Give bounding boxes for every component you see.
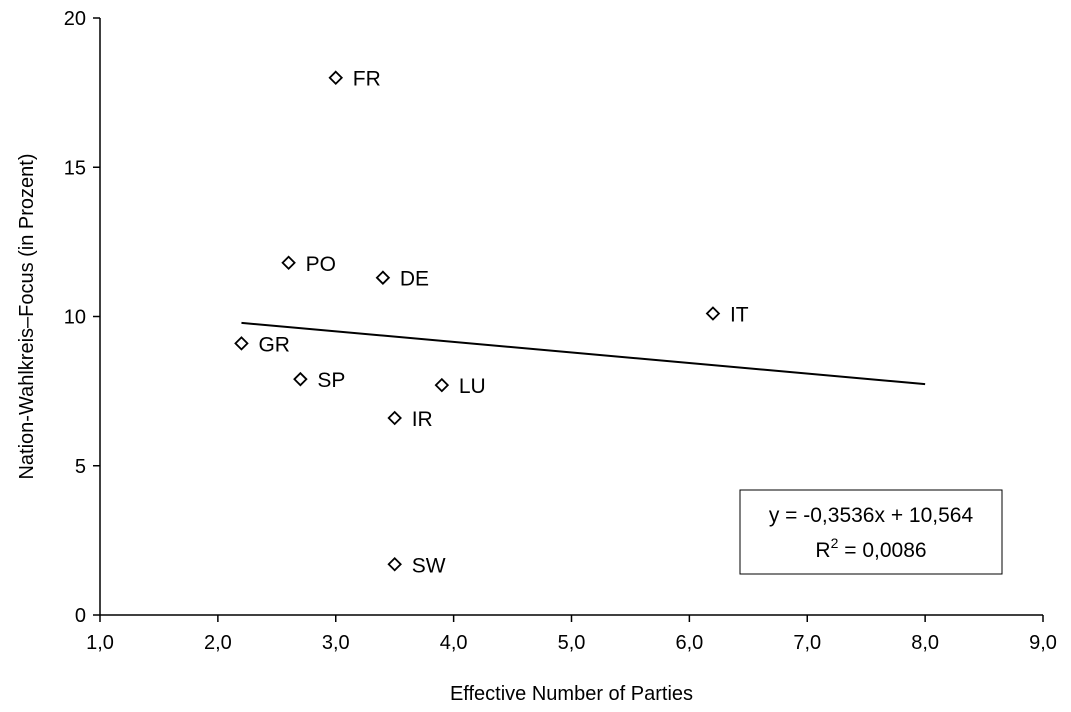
r-squared-symbol: R (815, 539, 830, 562)
trendline-equation-box: y = -0,3536x + 10,564 R2 = 0,0086 (739, 489, 1003, 575)
x-axis-ticks: 1,0 2,0 3,0 4,0 5,0 6,0 7,0 8,0 9,0 (86, 615, 1057, 654)
data-point-label: LU (459, 375, 486, 398)
x-tick-label: 6,0 (675, 632, 703, 654)
data-point-label: DE (400, 268, 429, 291)
data-point-label: SW (412, 554, 446, 577)
data-point-label: IR (412, 408, 433, 431)
data-points: FR PO DE IT GR SP LU IR SW (234, 68, 749, 577)
r-squared-label: R2 = 0,0086 (815, 535, 926, 562)
r-squared-value: = 0,0086 (838, 539, 926, 562)
x-tick-label: 7,0 (793, 632, 821, 654)
y-tick-label: 5 (75, 456, 86, 478)
data-point-marker (328, 70, 344, 85)
y-axis-title: Nation-Wahlkreis–Focus (in Prozent) (16, 153, 38, 479)
data-point-marker (375, 270, 391, 285)
y-tick-label: 0 (75, 605, 86, 627)
data-point-marker (293, 371, 308, 387)
data-point-marker (705, 306, 721, 321)
x-tick-label: 5,0 (558, 632, 586, 654)
data-point-marker (234, 336, 249, 351)
data-point-marker (434, 377, 450, 393)
data-point-marker (387, 410, 402, 426)
r-squared-superscript: 2 (831, 535, 839, 551)
y-tick-label: 10 (64, 307, 86, 329)
y-tick-label: 15 (64, 157, 86, 179)
x-tick-label: 8,0 (911, 632, 939, 654)
x-tick-label: 9,0 (1029, 632, 1057, 654)
data-point-label: IT (730, 304, 749, 327)
x-tick-label: 4,0 (440, 632, 468, 654)
data-point-label: FR (353, 68, 381, 91)
x-tick-label: 1,0 (86, 632, 114, 654)
y-axis-ticks: 0 5 10 15 20 (64, 8, 100, 627)
x-axis-title: Effective Number of Parties (450, 683, 693, 705)
data-point-label: PO (306, 253, 336, 276)
y-tick-label: 20 (64, 8, 86, 30)
data-point-label: SP (317, 369, 345, 392)
trendline (241, 321, 926, 386)
trendline-equation: y = -0,3536x + 10,564 (769, 504, 974, 527)
x-tick-label: 2,0 (204, 632, 232, 654)
data-point-label: GR (258, 333, 290, 356)
data-point-marker (387, 556, 402, 572)
equation-box-border (739, 489, 1003, 575)
data-point-marker (281, 255, 296, 271)
x-tick-label: 3,0 (322, 632, 350, 654)
